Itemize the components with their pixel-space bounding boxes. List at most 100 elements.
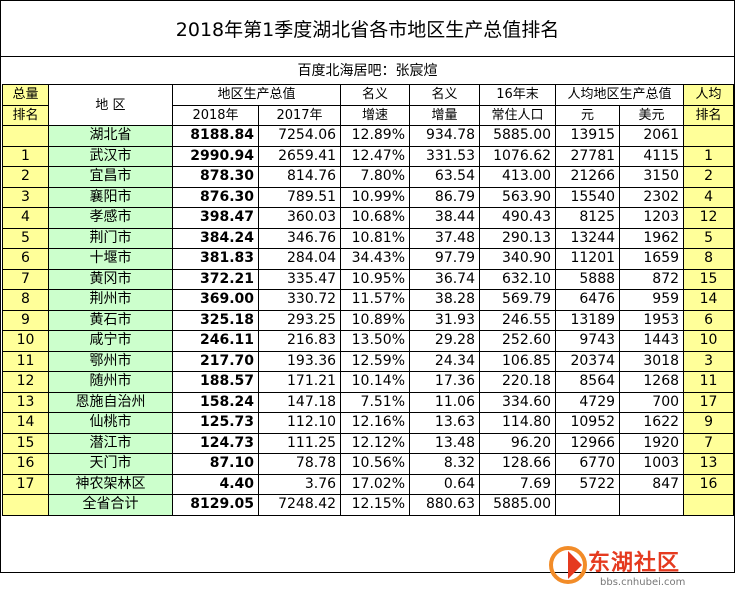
population-cell: 5885.00 xyxy=(479,494,557,516)
per-capita-yuan-cell: 13244 xyxy=(555,227,621,249)
region-cell: 神农架林区 xyxy=(48,473,173,495)
per-capita-yuan-cell: 27781 xyxy=(555,145,621,167)
per-capita-rank-cell xyxy=(683,125,735,147)
rank-cell: 10 xyxy=(2,330,49,352)
gdp-2017-cell: 147.18 xyxy=(257,391,342,413)
growth-cell: 12.47% xyxy=(340,145,411,167)
rank-cell: 7 xyxy=(2,268,49,290)
region-cell: 咸宁市 xyxy=(48,330,173,352)
population-cell: 96.20 xyxy=(479,432,557,454)
watermark-brand: 东湖社区 xyxy=(588,551,681,576)
region-cell: 十堰市 xyxy=(48,248,173,270)
per-capita-usd-cell: 1962 xyxy=(619,227,685,249)
source-line: 百度北海居吧：张宸煊 xyxy=(297,63,438,79)
gdp-2017-cell: 814.76 xyxy=(257,166,342,188)
per-capita-rank-cell: 13 xyxy=(683,453,735,475)
per-capita-yuan-cell: 12966 xyxy=(555,432,621,454)
region-cell: 鄂州市 xyxy=(48,350,173,372)
gdp-2018-cell: 188.57 xyxy=(172,371,259,393)
per-capita-yuan-cell: 6476 xyxy=(555,289,621,311)
table-row: 17 神农架林区 4.40 3.76 17.02% 0.64 7.69 5722 847 16 xyxy=(2,473,735,495)
gdp-2018-cell: 384.24 xyxy=(172,227,259,249)
gdp-2017-cell: 112.10 xyxy=(257,412,342,434)
growth-cell: 7.51% xyxy=(340,391,411,413)
table-row: 1 武汉市 2990.94 2659.41 12.47% 331.53 1076.62 277… xyxy=(2,145,735,167)
gdp-2017-cell: 284.04 xyxy=(257,248,342,270)
header-rank: 总量 xyxy=(2,84,49,106)
rank-cell xyxy=(2,494,49,516)
rank-cell: 8 xyxy=(2,289,49,311)
gdp-2018-cell: 372.21 xyxy=(172,268,259,290)
rank-cell: 5 xyxy=(2,227,49,249)
population-cell: 290.13 xyxy=(479,227,557,249)
gdp-2017-cell: 335.47 xyxy=(257,268,342,290)
increase-cell: 29.28 xyxy=(409,330,481,352)
per-capita-yuan-cell: 13189 xyxy=(555,309,621,331)
rank-cell: 17 xyxy=(2,473,49,495)
rank-cell: 6 xyxy=(2,248,49,270)
growth-cell: 10.99% xyxy=(340,186,411,208)
table-row: 16 天门市 87.10 78.78 10.56% 8.32 128.66 6770 1003 1… xyxy=(2,453,735,475)
rank-cell: 13 xyxy=(2,391,49,413)
per-capita-rank-cell: 10 xyxy=(683,330,735,352)
per-capita-usd-cell: 1203 xyxy=(619,207,685,229)
per-capita-yuan-cell: 15540 xyxy=(555,186,621,208)
region-cell: 宜昌市 xyxy=(48,166,173,188)
per-capita-usd-cell: 1659 xyxy=(619,248,685,270)
population-cell: 252.60 xyxy=(479,330,557,352)
population-cell: 563.90 xyxy=(479,186,557,208)
population-cell: 128.66 xyxy=(479,453,557,475)
rank-cell: 1 xyxy=(2,145,49,167)
population-cell: 246.55 xyxy=(479,309,557,331)
per-capita-rank-cell: 14 xyxy=(683,289,735,311)
header-per-capita: 人均地区生产总值 xyxy=(555,84,685,106)
per-capita-rank-cell: 2 xyxy=(683,166,735,188)
per-capita-rank-cell: 6 xyxy=(683,309,735,331)
population-cell: 1076.62 xyxy=(479,145,557,167)
per-capita-yuan-cell: 11201 xyxy=(555,248,621,270)
increase-cell: 880.63 xyxy=(409,494,481,516)
gdp-2018-cell: 87.10 xyxy=(172,453,259,475)
header-gdp-2018: 2018年 xyxy=(172,104,259,126)
per-capita-yuan-cell: 13915 xyxy=(555,125,621,147)
gdp-2017-cell: 7254.06 xyxy=(257,125,342,147)
header-increase: 名义 xyxy=(409,84,481,106)
per-capita-usd-cell: 1953 xyxy=(619,309,685,331)
increase-cell: 38.44 xyxy=(409,207,481,229)
population-cell: 413.00 xyxy=(479,166,557,188)
growth-cell: 34.43% xyxy=(340,248,411,270)
region-cell: 襄阳市 xyxy=(48,186,173,208)
per-capita-yuan-cell xyxy=(555,494,621,516)
per-capita-rank-cell: 1 xyxy=(683,145,735,167)
per-capita-usd-cell: 959 xyxy=(619,289,685,311)
gdp-2018-cell: 124.73 xyxy=(172,432,259,454)
table-row: 2 宜昌市 878.30 814.76 7.80% 63.54 413.00 21266 315… xyxy=(2,166,735,188)
gdp-ranking-table: 总量 地 区 地区生产总值 名义 名义 16年末 人均地区生产总值 人均 排名 … xyxy=(2,84,735,516)
increase-cell: 331.53 xyxy=(409,145,481,167)
table-row: 15 潜江市 124.73 111.25 12.12% 13.48 96.20 12966 19… xyxy=(2,432,735,454)
gdp-2018-cell: 876.30 xyxy=(172,186,259,208)
population-cell: 490.43 xyxy=(479,207,557,229)
table-row: 3 襄阳市 876.30 789.51 10.99% 86.79 563.90 15540 23… xyxy=(2,186,735,208)
table-row: 11 鄂州市 217.70 193.36 12.59% 24.34 106.85 20374 3… xyxy=(2,350,735,372)
header-region: 地 区 xyxy=(48,84,173,126)
increase-cell: 31.93 xyxy=(409,309,481,331)
gdp-2018-cell: 878.30 xyxy=(172,166,259,188)
gdp-2018-cell: 8188.84 xyxy=(172,125,259,147)
region-cell: 全省合计 xyxy=(48,494,173,516)
growth-cell: 12.12% xyxy=(340,432,411,454)
per-capita-yuan-cell: 4729 xyxy=(555,391,621,413)
gdp-2017-cell: 78.78 xyxy=(257,453,342,475)
header-increase-sub: 增量 xyxy=(409,104,481,126)
per-capita-usd-cell: 1622 xyxy=(619,412,685,434)
brand-logo-icon xyxy=(549,546,587,584)
header-per-capita-yuan: 元 xyxy=(555,104,621,126)
population-cell: 569.79 xyxy=(479,289,557,311)
per-capita-rank-cell: 5 xyxy=(683,227,735,249)
growth-cell: 10.81% xyxy=(340,227,411,249)
region-cell: 天门市 xyxy=(48,453,173,475)
growth-cell: 10.89% xyxy=(340,309,411,331)
increase-cell: 17.36 xyxy=(409,371,481,393)
growth-cell: 12.16% xyxy=(340,412,411,434)
watermark: 东湖社区 bbs.cnhubei.com xyxy=(548,543,728,593)
